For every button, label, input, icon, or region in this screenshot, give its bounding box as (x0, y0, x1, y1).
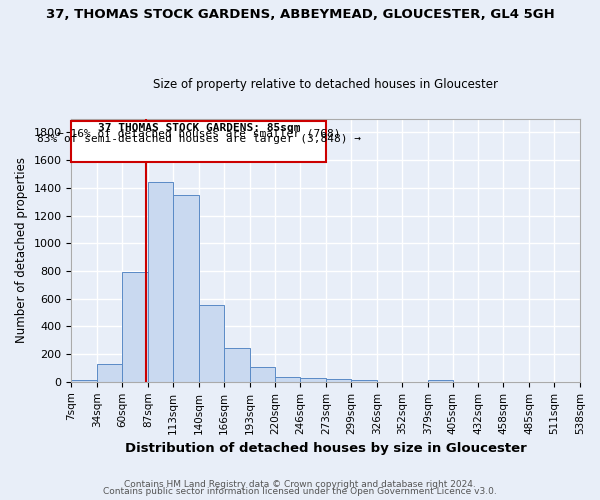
Bar (122, 272, 148, 382)
Bar (71, 380, 97, 382)
X-axis label: Distribution of detached houses by size in Gloucester: Distribution of detached houses by size … (125, 442, 527, 455)
Title: Size of property relative to detached houses in Gloucester: Size of property relative to detached ho… (153, 78, 498, 91)
Bar (351, 380, 377, 382)
Text: ← 16% of detached houses are smaller (768): ← 16% of detached houses are smaller (76… (57, 129, 341, 139)
Text: 83% of semi-detached houses are larger (3,848) →: 83% of semi-detached houses are larger (… (37, 134, 361, 144)
Text: Contains HM Land Registry data © Crown copyright and database right 2024.: Contains HM Land Registry data © Crown c… (124, 480, 476, 489)
Bar (224, 348, 250, 382)
Bar (148, 182, 173, 382)
FancyBboxPatch shape (71, 122, 326, 162)
Bar (326, 379, 351, 382)
Bar (428, 380, 452, 382)
Bar (199, 305, 224, 382)
Bar (97, 364, 122, 382)
Bar (301, 378, 326, 382)
Y-axis label: Number of detached properties: Number of detached properties (15, 157, 28, 343)
Text: 37, THOMAS STOCK GARDENS, ABBEYMEAD, GLOUCESTER, GL4 5GH: 37, THOMAS STOCK GARDENS, ABBEYMEAD, GLO… (46, 8, 554, 20)
Bar (250, 366, 275, 382)
Text: Contains public sector information licensed under the Open Government Licence v3: Contains public sector information licen… (103, 488, 497, 496)
Bar (275, 377, 301, 382)
Text: 37 THOMAS STOCK GARDENS: 85sqm: 37 THOMAS STOCK GARDENS: 85sqm (98, 124, 300, 134)
Bar (173, 195, 199, 382)
